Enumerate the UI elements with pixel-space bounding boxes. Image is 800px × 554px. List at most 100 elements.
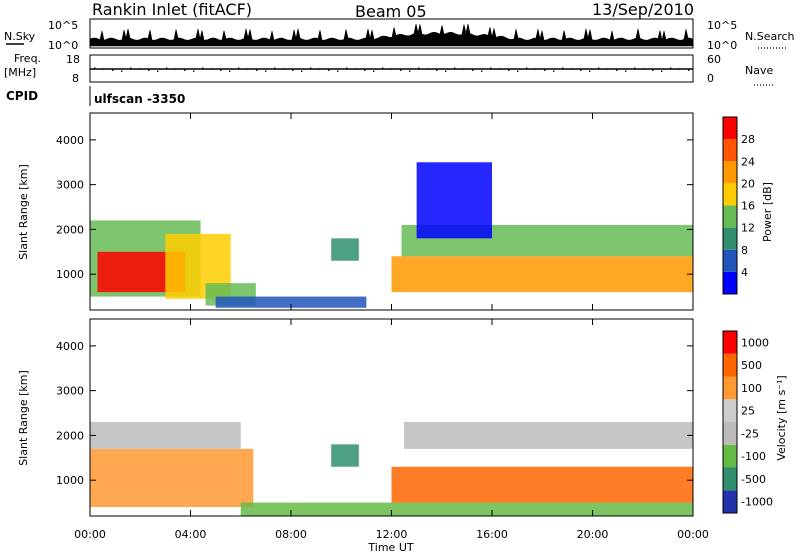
velocity-colorbar-segment (723, 422, 737, 445)
nave-dot (472, 69, 474, 71)
velocity-colorbar-tick: 100 (741, 382, 762, 395)
power-colorbar-tick: 4 (741, 266, 748, 279)
nave-dot (616, 69, 618, 71)
nave-dot (634, 67, 636, 69)
noise-panel: N.Sky 10^5 10^0 10^5 10^0 N.Search (4, 18, 795, 52)
nave-dot (454, 67, 456, 69)
nave-dot (364, 69, 366, 71)
x-tick-label: 08:00 (275, 528, 307, 541)
nave-dot (661, 70, 663, 72)
nave-dot (526, 67, 528, 69)
power-colorbar-segment (723, 205, 737, 228)
power-colorbar-tick: 12 (741, 222, 755, 235)
nave-dot (427, 68, 429, 70)
velocity-panel: 1000 2000 3000 4000 Slant Range [km] 1000 50… (17, 318, 788, 517)
nave-dot (544, 69, 546, 71)
time-axis-label: Time UT (367, 541, 413, 554)
nave-dot (508, 69, 510, 71)
nave-dot (337, 70, 339, 72)
nave-dot (139, 68, 141, 70)
velocity-echo-region (240, 502, 693, 516)
velocity-colorbar-tick: 1000 (741, 336, 769, 349)
y-tick-label: 1000 (56, 268, 84, 281)
power-colorbar-label: Power [dB] (761, 182, 774, 242)
velocity-colorbar-frame (722, 330, 738, 514)
power-colorbar-segment (723, 139, 737, 162)
nave-dot (499, 68, 501, 70)
nave-dot (211, 68, 213, 70)
nave-dot (328, 69, 330, 71)
nave-dot (607, 68, 609, 70)
nave-label: Nave (745, 64, 773, 77)
velocity-colorbar-label: Velocity [m s⁻¹] (775, 375, 788, 460)
nave-dot (310, 67, 312, 69)
noise-right-tick-top: 10^5 (707, 19, 737, 32)
noise-trace (89, 23, 694, 47)
nave-dots (94, 67, 690, 72)
nave-dot (517, 70, 519, 72)
time-axis: 00:00 04:00 08:00 12:00 16:00 20:00 00:00 (74, 113, 709, 541)
nave-dot (598, 67, 600, 69)
nave-dot (481, 70, 483, 72)
nave-dot (166, 67, 168, 69)
nave-dot (157, 70, 159, 72)
velocity-colorbar-tick: -500 (741, 473, 766, 486)
y-tick-label: 3000 (56, 385, 84, 398)
y-tick-label: 3000 (56, 179, 84, 192)
power-panel: 1000 2000 3000 4000 Slant Range [km] 4 8 12 16… (17, 112, 774, 311)
power-colorbar-segment (723, 161, 737, 184)
noise-left-tick-top: 10^5 (48, 19, 78, 32)
power-echo-region (391, 256, 693, 293)
freq-unit-label: [MHz] (4, 66, 36, 79)
nave-dot (553, 70, 555, 72)
power-colorbar-segment (723, 117, 737, 140)
freq-panel: Freq. [MHz] 18 8 60 0 Nave CPID ulfscan … (4, 52, 775, 106)
nave-dot (274, 67, 276, 69)
nave-dot (445, 70, 447, 72)
station-title: Rankin Inlet (fitACF) (92, 0, 252, 19)
y-tick-label: 1000 (56, 474, 84, 487)
nave-dot (535, 68, 537, 70)
velocity-colorbar-segment (723, 353, 737, 377)
power-echo-region (416, 162, 492, 239)
power-colorbar-segment (723, 227, 737, 250)
nave-dot (580, 69, 582, 71)
velocity-y-axis-label: Slant Range [km] (17, 370, 30, 466)
nave-dot (688, 69, 690, 71)
nave-dot (292, 69, 294, 71)
power-colorbar-segment (723, 249, 737, 272)
power-data-layer (90, 162, 693, 308)
nave-dot (373, 70, 375, 72)
beam-title: Beam 05 (355, 2, 427, 21)
nave-dot (400, 69, 402, 71)
power-colorbar: 4 8 12 16 20 24 28 (722, 116, 755, 295)
nave-dot (409, 70, 411, 72)
nave-dot (103, 68, 105, 70)
nave-dot (355, 68, 357, 70)
nave-dot (229, 70, 231, 72)
velocity-colorbar-tick: -1000 (741, 496, 773, 509)
velocity-colorbar-segment (723, 444, 737, 468)
velocity-colorbar-tick: -25 (741, 427, 759, 440)
nave-dot (112, 69, 114, 71)
velocity-echo-region (404, 421, 693, 449)
freq-tick-bottom: 8 (72, 72, 79, 85)
noise-right-label: N.Search (745, 30, 795, 43)
velocity-echo-region (90, 421, 241, 449)
nave-dot (670, 67, 672, 69)
nave-dot (418, 67, 420, 69)
velocity-colorbar-segment (723, 467, 737, 491)
power-colorbar-tick: 24 (741, 155, 755, 168)
nave-dot (193, 70, 195, 72)
nave-dot (391, 68, 393, 70)
x-tick-label: 04:00 (175, 528, 207, 541)
velocity-colorbar: 1000 500 100 25 -25 -100 -500 -1000 (722, 330, 773, 514)
nave-dot (301, 70, 303, 72)
nave-dot (319, 68, 321, 70)
x-tick-label: 16:00 (476, 528, 508, 541)
power-colorbar-frame (722, 116, 738, 295)
nave-dot (220, 69, 222, 71)
nave-dot (94, 67, 96, 69)
power-colorbar-tick: 8 (741, 244, 748, 257)
nave-dot (562, 67, 564, 69)
